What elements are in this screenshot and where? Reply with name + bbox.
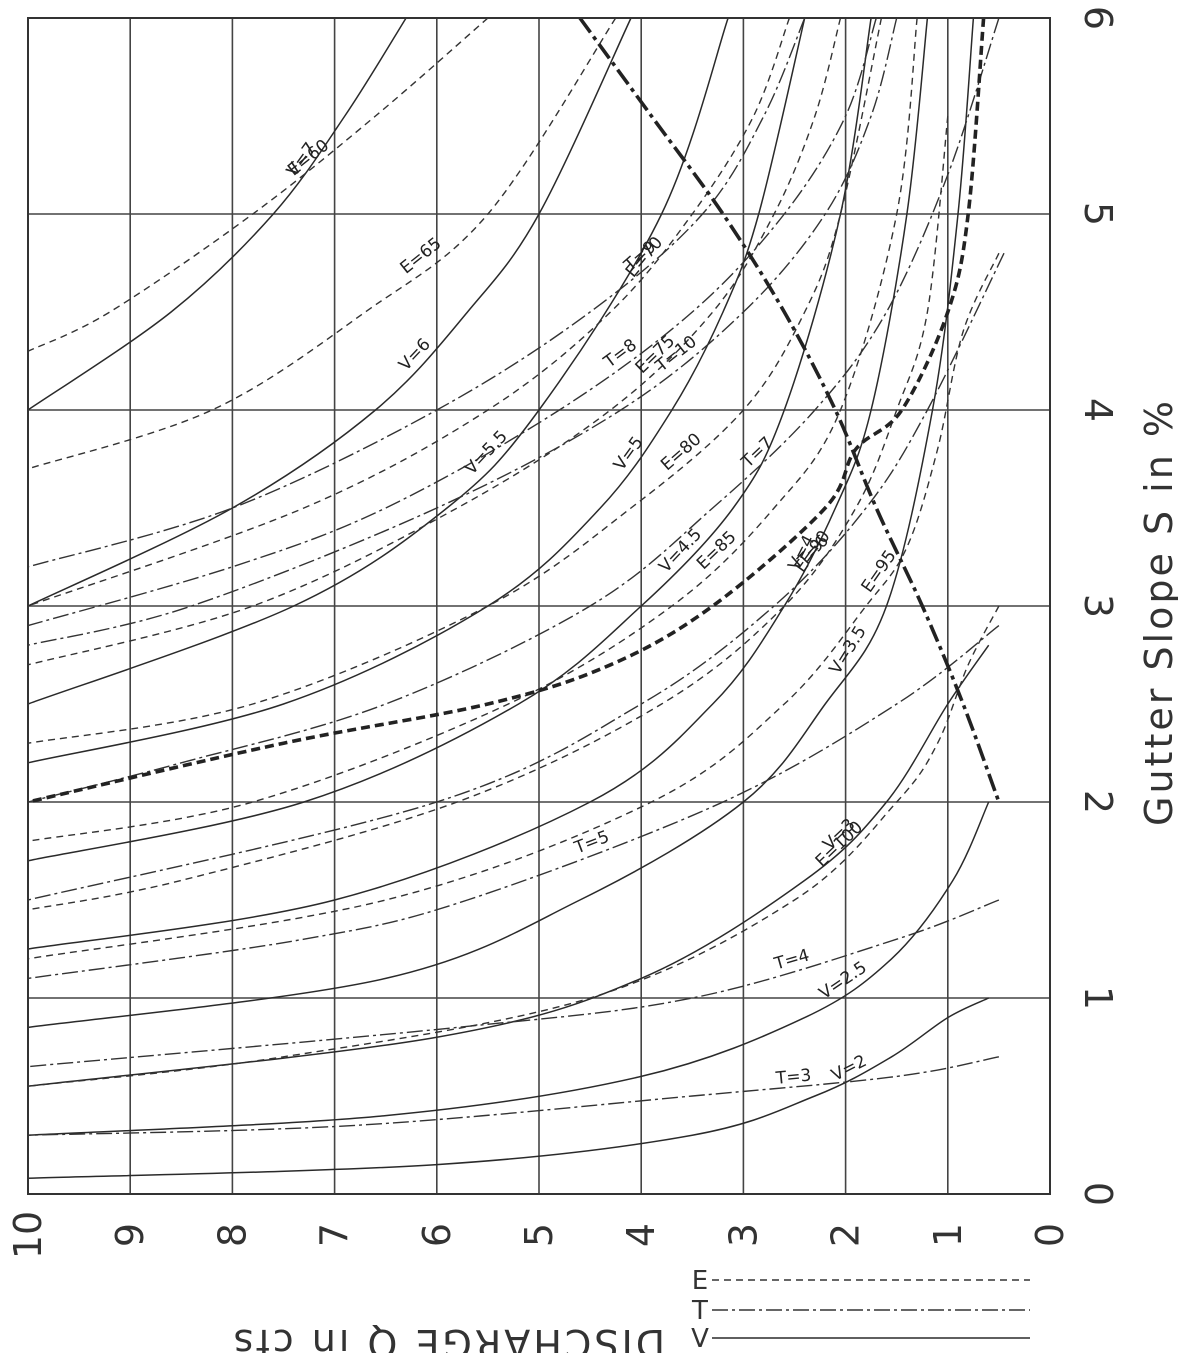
- curve-v-5-5: [27, 17, 729, 705]
- slope-tick-4: 4: [619, 1223, 663, 1247]
- curve-v-5: [27, 17, 806, 764]
- discharge-tick-1: 1: [1076, 986, 1120, 1010]
- curve-t-8: [27, 17, 877, 627]
- x-axis-title: DISCHARGE Q in cfs: [231, 1321, 665, 1353]
- slope-tick-3: 3: [721, 1223, 765, 1247]
- curve-t-7: [27, 17, 1000, 803]
- curve-layer: [27, 16, 1005, 1180]
- curve-e-90: [27, 115, 949, 911]
- legend: ETV: [691, 1266, 1030, 1353]
- curve-label-v-6: V=6: [395, 335, 435, 375]
- curve-label-layer: V=2V=2.5V=3V=3.5V=4V=4.5V=5V=5.5V=6V=7E=…: [283, 136, 901, 1089]
- curve-label-t-3: T=3: [774, 1066, 812, 1089]
- discharge-tick-4: 4: [1076, 398, 1120, 422]
- slope-tick-6: 6: [415, 1223, 459, 1247]
- y-axis-title: Gutter Slope S in %: [1137, 398, 1178, 826]
- slope-tick-10: 10: [6, 1211, 50, 1259]
- curve-v-4: [27, 17, 929, 950]
- slope-tick-5: 5: [517, 1223, 561, 1247]
- curve-t-5: [27, 625, 1000, 980]
- curve-e-70: [27, 17, 791, 607]
- curve-t-10: [27, 17, 898, 646]
- discharge-tick-labels: 0 1 2 3 4 5 6: [1076, 6, 1120, 1206]
- slope-tick-labels: 0 1 2 3 4 5 6 7 8 9 10: [6, 1211, 1072, 1259]
- curve-e-80: [27, 17, 883, 744]
- curve-label-v-5-5: V=5.5: [461, 427, 512, 479]
- plot-frame: [27, 17, 1051, 1195]
- curve-t-9: [27, 17, 806, 568]
- curve-e-75: [27, 17, 842, 666]
- curve-v-7: [27, 17, 407, 411]
- slope-tick-7: 7: [313, 1223, 357, 1247]
- curve-t-4: [27, 899, 1000, 1068]
- curve-t-6: [27, 252, 1005, 901]
- slope-tick-1: 1: [926, 1223, 970, 1247]
- curve-e-100: [27, 605, 1000, 1087]
- curve-label-v-5: V=5: [610, 433, 648, 474]
- highlight-curve-1: [27, 17, 986, 804]
- curve-v-2-5: [27, 801, 990, 1136]
- curve-label-t-4: T=4: [771, 945, 812, 974]
- curve-v-3: [27, 644, 990, 1087]
- curve-e-85: [27, 17, 918, 842]
- curve-v-2: [27, 997, 990, 1180]
- discharge-tick-5: 5: [1076, 202, 1120, 226]
- curve-e-60: [27, 17, 489, 352]
- discharge-tick-2: 2: [1076, 790, 1120, 814]
- curve-v-3-5: [27, 17, 975, 1029]
- slope-tick-9: 9: [108, 1223, 152, 1247]
- curve-e-95: [27, 252, 1000, 960]
- curve-v-6: [27, 17, 632, 607]
- curve-v-4-5: [27, 17, 872, 862]
- discharge-tick-6: 6: [1076, 6, 1120, 30]
- slope-tick-2: 2: [824, 1223, 868, 1247]
- slope-tick-8: 8: [210, 1223, 254, 1247]
- curve-label-t-5: T=5: [571, 827, 612, 859]
- curve-label-e-65: E=65: [397, 234, 446, 279]
- legend-letter-e: E: [692, 1266, 708, 1296]
- slope-tick-0: 0: [1028, 1223, 1072, 1247]
- legend-letter-v: V: [691, 1324, 709, 1353]
- legend-letter-t: T: [691, 1296, 708, 1326]
- discharge-tick-0: 0: [1076, 1182, 1120, 1206]
- discharge-tick-3: 3: [1076, 594, 1120, 618]
- grid-lines: [28, 18, 1050, 1194]
- curve-e-65: [27, 17, 617, 470]
- curve-t-3: [27, 1056, 1000, 1136]
